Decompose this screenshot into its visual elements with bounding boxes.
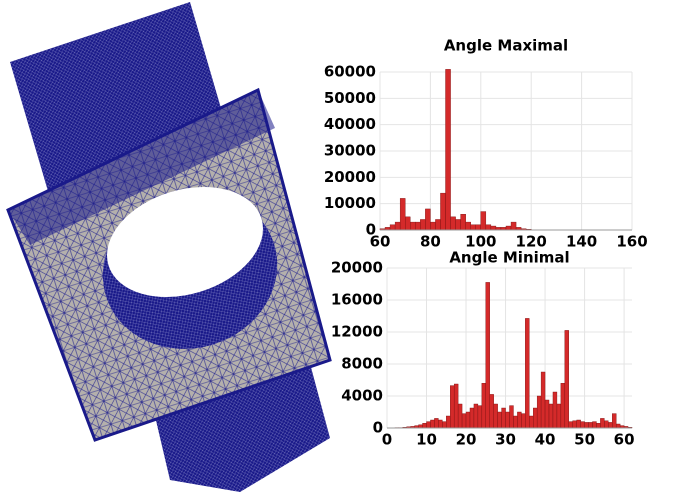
bar <box>506 226 511 230</box>
x-tick-label: 160 <box>616 233 647 251</box>
bar <box>498 412 502 428</box>
x-tick-label: 10 <box>416 431 437 449</box>
bar <box>596 423 600 428</box>
bar <box>569 422 573 428</box>
bar <box>513 416 517 428</box>
bar <box>454 384 458 428</box>
bar <box>592 422 596 428</box>
bar <box>450 386 454 428</box>
bar <box>541 372 545 428</box>
bar <box>471 225 476 230</box>
x-tick-label: 20 <box>456 431 477 449</box>
y-tick-label: 20000 <box>331 259 383 277</box>
bar <box>585 422 589 428</box>
x-tick-label: 30 <box>495 431 516 449</box>
bar <box>390 225 395 230</box>
bar <box>470 408 474 428</box>
bar <box>486 225 491 230</box>
bar <box>446 416 450 428</box>
bar <box>438 420 442 428</box>
bar <box>577 420 581 428</box>
bar <box>553 392 557 428</box>
bar <box>533 408 537 428</box>
bar <box>506 412 510 428</box>
bar <box>425 209 430 230</box>
bar <box>462 414 466 428</box>
bar <box>442 422 446 428</box>
bar <box>557 404 561 428</box>
bar <box>481 212 486 230</box>
y-tick-label: 60000 <box>324 63 376 81</box>
bar <box>415 222 420 230</box>
x-tick-label: 140 <box>566 233 597 251</box>
bar <box>461 214 466 230</box>
bar <box>423 423 427 428</box>
bar <box>600 418 604 428</box>
bar <box>458 404 462 428</box>
y-tick-label: 20000 <box>324 168 376 186</box>
x-tick-label: 80 <box>420 233 441 251</box>
bar <box>581 422 585 428</box>
bar <box>410 222 415 230</box>
bar <box>395 222 400 230</box>
bar <box>521 414 525 428</box>
bar <box>474 404 478 428</box>
bar <box>502 408 506 428</box>
bar <box>549 404 553 428</box>
bar <box>446 69 451 230</box>
bar <box>486 282 490 428</box>
bar <box>494 404 498 428</box>
bar <box>420 219 425 230</box>
x-tick-label: 50 <box>574 431 595 449</box>
bar <box>482 383 486 428</box>
bar <box>604 421 608 428</box>
bar <box>545 400 549 428</box>
bar <box>430 222 435 230</box>
bar <box>510 406 514 428</box>
y-tick-label: 10000 <box>324 194 376 212</box>
y-tick-label: 8000 <box>341 355 383 373</box>
bar <box>434 418 438 428</box>
mesh-render <box>8 2 330 492</box>
bar <box>466 412 470 428</box>
bar <box>589 422 593 428</box>
bar <box>525 318 529 428</box>
y-tick-label: 50000 <box>324 89 376 107</box>
bar <box>478 406 482 428</box>
bar <box>427 422 431 428</box>
x-tick-label: 0 <box>382 431 392 449</box>
bar <box>430 420 434 428</box>
bar <box>517 412 521 428</box>
x-tick-label: 60 <box>614 431 635 449</box>
bar <box>451 217 456 230</box>
y-tick-label: 16000 <box>331 291 383 309</box>
bar <box>529 416 533 428</box>
bar <box>612 414 616 428</box>
bar <box>435 219 440 230</box>
y-tick-label: 12000 <box>331 323 383 341</box>
bar <box>400 198 405 230</box>
x-tick-label: 60 <box>370 233 391 251</box>
y-tick-label: 4000 <box>341 387 383 405</box>
bar <box>490 394 494 428</box>
chart-title: Angle Minimal <box>449 249 569 267</box>
chart-title: Angle Maximal <box>444 37 568 55</box>
bar <box>466 222 471 230</box>
bar <box>573 421 577 428</box>
y-tick-label: 30000 <box>324 142 376 160</box>
bar <box>608 422 612 428</box>
bar <box>565 330 569 428</box>
bar <box>440 193 445 230</box>
bar <box>561 383 565 428</box>
bar <box>405 217 410 230</box>
bar <box>491 226 496 230</box>
y-tick-label: 40000 <box>324 115 376 133</box>
bar <box>511 222 516 230</box>
bar <box>476 225 481 230</box>
bar <box>456 219 461 230</box>
bar <box>616 424 620 428</box>
bar <box>537 396 541 428</box>
x-tick-label: 40 <box>535 431 556 449</box>
